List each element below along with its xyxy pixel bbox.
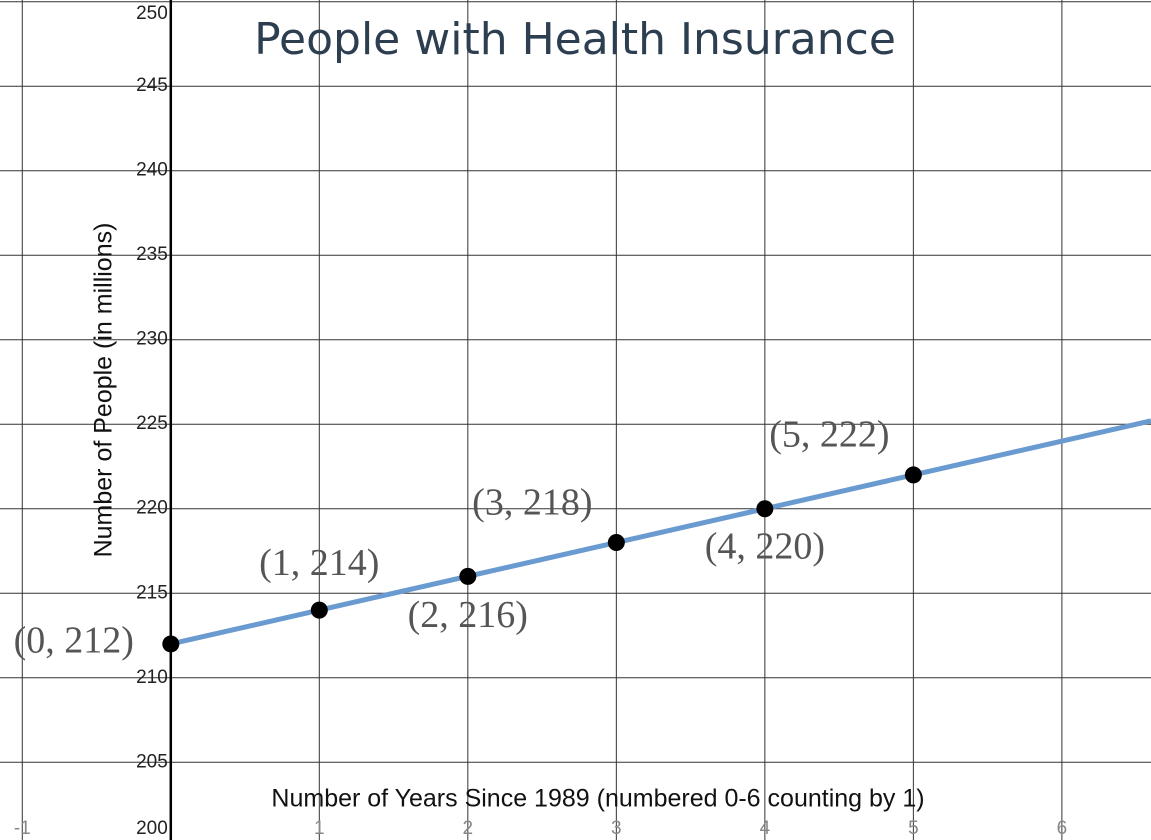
point — [162, 635, 180, 653]
point-label: (1, 214) — [259, 542, 379, 584]
point — [607, 534, 625, 552]
y-tick-label: 240 — [136, 160, 168, 181]
y-tick-label: 230 — [136, 329, 168, 350]
y-tick-label: 210 — [136, 667, 168, 688]
y-tick-label: 245 — [136, 75, 168, 96]
x-tick-label: 5 — [908, 818, 919, 839]
y-tick-label: 205 — [136, 751, 168, 772]
marks: (0, 212) (1, 214) (2, 216) (3, 218) (4, 220)… — [14, 414, 1151, 662]
y-tick-label: 200 — [136, 818, 168, 839]
point — [459, 567, 477, 585]
y-tick-label: 235 — [136, 244, 168, 265]
chart-title: People with Health Insurance — [254, 14, 896, 65]
point-label: (3, 218) — [472, 481, 592, 523]
point-label: (5, 222) — [769, 414, 889, 456]
x-tick-label: 4 — [760, 818, 771, 839]
y-tick-label: 250 — [136, 3, 168, 24]
point-label: (0, 212) — [14, 620, 134, 662]
trend-line — [170, 418, 1151, 647]
x-tick-label: 3 — [611, 818, 622, 839]
x-tick-label: 1 — [314, 818, 325, 839]
x-axis-label: Number of Years Since 1989 (numbered 0-6… — [271, 785, 924, 813]
y-tick-label: 215 — [136, 582, 168, 603]
y-tick-label: 220 — [136, 498, 168, 519]
y-tick-label: 225 — [136, 413, 168, 434]
point-label: (2, 216) — [408, 594, 528, 636]
x-tick-label: 6 — [1057, 818, 1068, 839]
point — [310, 601, 328, 619]
point — [756, 500, 774, 518]
x-tick-label: -1 — [14, 818, 31, 839]
point-label: (4, 220) — [705, 525, 825, 567]
point — [904, 466, 922, 484]
y-axis-label: Number of People (in millions) — [90, 223, 118, 558]
x-tick-label: 2 — [463, 818, 474, 839]
